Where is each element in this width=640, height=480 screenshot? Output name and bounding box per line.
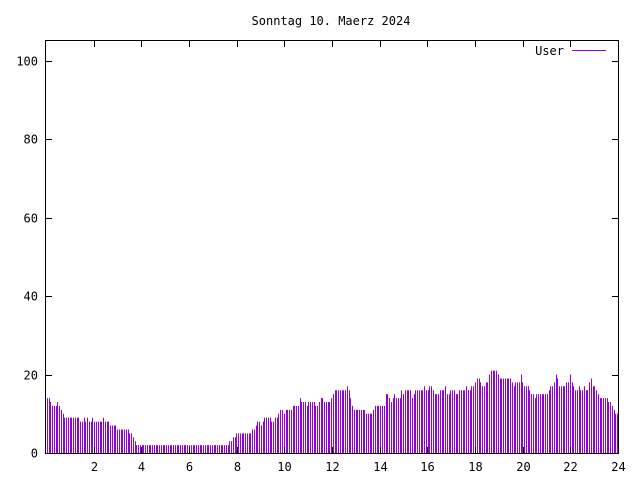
x-tick-label: 12 [325, 460, 339, 474]
series-user-bars [47, 370, 618, 453]
y-tick-label: 20 [24, 369, 38, 383]
plot-frame [45, 40, 619, 454]
x-tick-label: 4 [138, 460, 145, 474]
x-tick-label: 10 [277, 460, 291, 474]
axis-ticks [46, 41, 619, 454]
x-tick-label: 2 [91, 460, 98, 474]
x-tick-label: 14 [373, 460, 387, 474]
x-tick-label: 8 [234, 460, 241, 474]
x-tick-label: 22 [563, 460, 577, 474]
y-tick-label: 60 [24, 212, 38, 226]
x-tick-label: 18 [468, 460, 482, 474]
legend: User [535, 44, 606, 58]
chart-title: Sonntag 10. Maerz 2024 [252, 14, 411, 28]
x-tick-label: 16 [420, 460, 434, 474]
y-tick-label: 100 [16, 55, 38, 69]
x-tick-label: 24 [611, 460, 625, 474]
y-tick-label: 80 [24, 133, 38, 147]
x-tick-label: 6 [186, 460, 193, 474]
y-tick-label: 40 [24, 290, 38, 304]
y-tick-label: 0 [31, 447, 38, 461]
legend-label-user: User [535, 44, 564, 58]
x-tick-label: 20 [516, 460, 530, 474]
